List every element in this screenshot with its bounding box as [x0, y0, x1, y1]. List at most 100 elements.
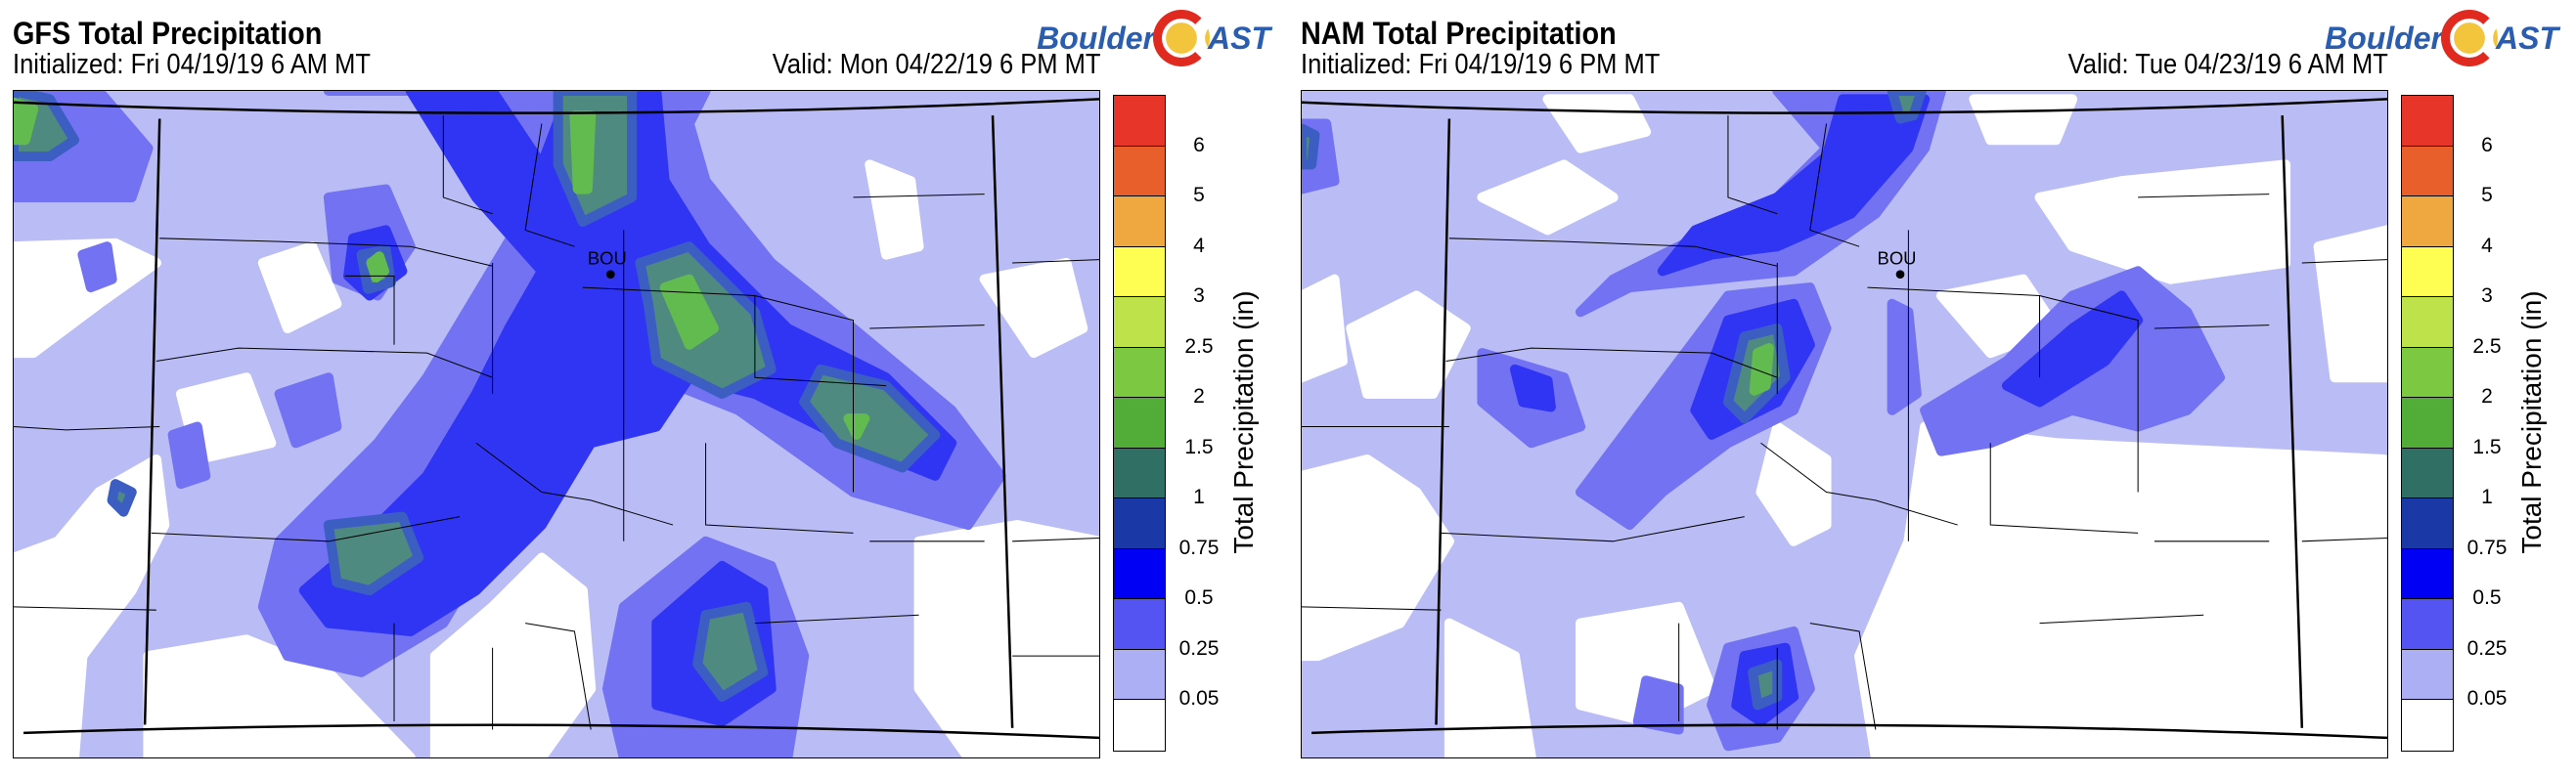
init-time: Initialized: Fri 04/19/19 6 PM MT — [1301, 49, 1661, 80]
state-border — [991, 115, 1014, 728]
no-precip-area — [1346, 290, 1471, 400]
colorbar-tick-label: 4 — [1193, 234, 1205, 257]
colorbar-swatch — [1114, 196, 1165, 247]
colorbar-swatch — [2402, 448, 2453, 498]
chart-title: GFS Total Precipitation — [13, 16, 323, 51]
colorbar-swatch — [2402, 96, 2453, 147]
precip-area-1 — [1887, 91, 1927, 124]
colorbar-swatch — [1114, 347, 1165, 398]
colorbar-tick-label: 1.5 — [1184, 435, 1214, 458]
colorado-c-icon — [1153, 10, 1210, 66]
precip-area-1 — [323, 511, 424, 596]
no-precip-area — [1969, 94, 2078, 146]
no-precip-area — [2034, 159, 2291, 284]
precip-area-0.5 — [1657, 94, 1931, 277]
precip-area-1 — [1748, 659, 1783, 711]
colorbar-tick-label: 0.05 — [2466, 687, 2508, 710]
valid-time: Valid: Tue 04/23/19 6 AM MT — [2067, 49, 2388, 80]
county-line — [14, 259, 1099, 657]
colorbar-tick-label: 2.5 — [1184, 334, 1214, 358]
colorbar-tick-label: 2.5 — [2472, 334, 2502, 358]
colorbar-tick-label: 1.5 — [2472, 435, 2502, 458]
colorbar-tick-label: 1 — [1193, 486, 1205, 508]
colorbar-swatch — [2402, 599, 2453, 650]
colorbar-tick-label: 0.05 — [1178, 687, 1220, 710]
colorbar-tick-label: 0.25 — [1178, 636, 1220, 660]
colorbar-tick-label: 3 — [2481, 284, 2493, 307]
precip-area-1 — [1302, 123, 1320, 170]
state-border — [2281, 115, 2304, 728]
colorbar-swatch — [1114, 398, 1165, 449]
state-border — [23, 723, 1099, 740]
no-precip-area — [1302, 454, 1454, 662]
precip-area-1 — [553, 91, 638, 228]
colorbar-swatch — [1114, 448, 1165, 498]
colorbar-tick-label: 2 — [1193, 385, 1205, 408]
station-label: BOU — [1878, 248, 1917, 269]
colorbar-tick-label: 0.5 — [1184, 586, 1214, 609]
valid-time: Valid: Mon 04/22/19 6 PM MT — [772, 49, 1100, 80]
colorbar-swatch — [1114, 96, 1165, 147]
init-time: Initialized: Fri 04/19/19 6 AM MT — [13, 49, 371, 80]
precip-map: BOU — [13, 90, 1100, 758]
precip-area-1.5 — [843, 413, 870, 440]
colorbar-swatch — [1114, 246, 1165, 297]
bouldercast-logo: Boulder AST — [1037, 10, 1270, 66]
colorbar-tick-label: 6 — [2481, 133, 2493, 156]
precip-area-0.25 — [167, 421, 211, 490]
precip-area-0.5 — [298, 91, 957, 636]
no-precip-area — [1302, 274, 1348, 383]
colorbar-label: Total Precipitation (in) — [2516, 290, 2547, 554]
colorbar-tick-label: 4 — [2481, 234, 2493, 257]
station-marker-icon — [1895, 270, 1905, 280]
colorbar-swatch — [2402, 498, 2453, 549]
colorbar-tick-label: 2 — [2481, 385, 2493, 408]
logo-text-right: AST — [1208, 20, 1270, 56]
state-border — [1435, 118, 1451, 725]
no-precip-area — [1854, 421, 2387, 757]
county-line — [151, 115, 985, 730]
logo-text-left: Boulder — [1037, 20, 1155, 56]
colorbar-swatch — [2402, 297, 2453, 348]
colorbar-swatch — [1114, 599, 1165, 650]
nam-panel: NAM Total Precipitation Initialized: Fri… — [1288, 0, 2576, 778]
colorbar-tick-label: 0.75 — [1178, 536, 1220, 559]
no-precip-area — [14, 238, 161, 359]
precip-area-1.5 — [366, 251, 389, 283]
colorbar-swatch — [2402, 146, 2453, 196]
colorbar-swatch — [2402, 649, 2453, 700]
colorbar-swatch — [2402, 347, 2453, 398]
colorbar-swatch — [2402, 700, 2453, 751]
precip-area-0.25 — [77, 241, 117, 293]
colorbar-tick-label: 5 — [1193, 184, 1205, 206]
state-border — [1302, 98, 2387, 114]
logo-text-left: Boulder — [2325, 20, 2443, 56]
colorbar-tick-label: 0.25 — [2466, 636, 2508, 660]
precip-area-1.5 — [569, 110, 597, 194]
logo-text-right: AST — [2496, 20, 2558, 56]
precip-area-1 — [692, 601, 769, 703]
colorbar-tick-label: 5 — [2481, 184, 2493, 206]
gfs-panel: GFS Total Precipitation Initialized: Fri… — [13, 10, 1270, 758]
precip-area-1.5 — [14, 97, 39, 146]
precip-area-0.25 — [274, 372, 342, 449]
colorbar-swatch — [1114, 548, 1165, 599]
colorbar-swatch — [2402, 196, 2453, 247]
station-label: BOU — [588, 248, 627, 269]
colorbar-tick-label: 3 — [1193, 284, 1205, 307]
colorbar-tick-label: 0.75 — [2466, 536, 2508, 559]
bouldercast-logo: Boulder AST — [2325, 10, 2558, 66]
colorbar-tick-label: 0.5 — [2472, 586, 2502, 609]
precip-area-0.5 — [1509, 364, 1556, 412]
colorbar-swatch — [2402, 548, 2453, 599]
colorbar-swatch — [2402, 246, 2453, 297]
no-precip-area — [1443, 618, 1536, 757]
colorbar-swatch — [1114, 146, 1165, 196]
state-border — [14, 98, 1099, 114]
colorbar-label: Total Precipitation (in) — [1228, 290, 1259, 554]
no-precip-area — [429, 552, 597, 757]
precip-map: BOU — [1301, 90, 2388, 758]
no-precip-area — [2313, 225, 2387, 383]
colorbar — [2401, 95, 2454, 752]
state-border — [143, 118, 161, 725]
